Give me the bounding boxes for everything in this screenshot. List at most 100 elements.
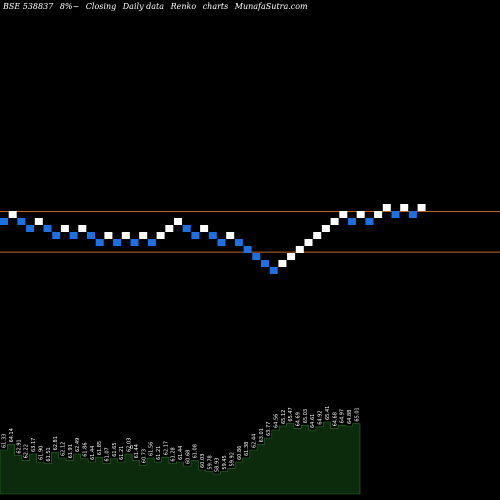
volume-price-label: 61.44 bbox=[90, 446, 96, 460]
renko-brick-down bbox=[52, 232, 61, 239]
volume-price-label: 58.93 bbox=[215, 458, 221, 472]
renko-brick-up bbox=[78, 225, 87, 232]
renko-brick-up bbox=[60, 225, 69, 232]
volume-price-label: 61.44 bbox=[134, 444, 140, 458]
volume-price-label: 61.38 bbox=[244, 442, 250, 456]
renko-brick-up bbox=[278, 260, 287, 267]
volume-price-label: 61.44 bbox=[178, 446, 184, 460]
renko-brick-down bbox=[182, 225, 191, 232]
renko-brick-up bbox=[226, 232, 235, 239]
renko-brick-up bbox=[374, 211, 383, 218]
renko-brick-down bbox=[261, 260, 269, 267]
renko-brick-up bbox=[287, 253, 296, 260]
volume-price-label: 60.68 bbox=[185, 450, 191, 464]
chart-header: BSE 538837 8%~ Closing Daily data Renko … bbox=[3, 2, 497, 11]
volume-price-label: 64.69 bbox=[296, 412, 302, 426]
volume-price-label: 61.90 bbox=[38, 446, 44, 460]
volume-price-label: 64.14 bbox=[9, 428, 15, 442]
renko-brick-down bbox=[269, 267, 278, 274]
volume-price-label: 65.41 bbox=[325, 406, 331, 420]
renko-brick-down bbox=[191, 232, 200, 239]
volume-price-label: 62.22 bbox=[24, 444, 30, 458]
volume-price-label: 65.12 bbox=[281, 410, 287, 424]
renko-brick-up bbox=[382, 204, 391, 211]
renko-brick-down bbox=[69, 232, 78, 239]
volume-price-label: 61.86 bbox=[83, 442, 89, 456]
renko-brick-up bbox=[417, 204, 426, 211]
volume-price-label: 62.17 bbox=[163, 441, 169, 455]
renko-brick-down bbox=[95, 239, 104, 246]
volume-price-label: 61.08 bbox=[193, 444, 199, 458]
renko-brick-up bbox=[313, 232, 322, 239]
renko-brick-down bbox=[234, 239, 243, 246]
header-daily-data: Daily data bbox=[122, 2, 165, 11]
renko-brick-up bbox=[321, 225, 330, 232]
renko-brick-down bbox=[217, 239, 226, 246]
header-closing: Closing bbox=[85, 2, 117, 11]
volume-price-label: 61.51 bbox=[46, 447, 52, 461]
renko-brick-up bbox=[165, 225, 174, 232]
renko-brick-down bbox=[87, 232, 95, 239]
volume-price-label: 59.92 bbox=[229, 452, 235, 466]
volume-price-label: 65.47 bbox=[288, 407, 294, 421]
volume-price-label: 65.03 bbox=[303, 409, 309, 423]
volume-price-label: 64.88 bbox=[347, 410, 353, 424]
volume-price-label: 59.45 bbox=[222, 455, 228, 469]
volume-price-label: 62.49 bbox=[75, 438, 81, 452]
renko-brick-up bbox=[330, 218, 339, 225]
renko-brick-up bbox=[8, 211, 17, 218]
renko-brick-down bbox=[391, 211, 400, 218]
renko-brick-down bbox=[26, 225, 35, 232]
header-site: MunafaSutra.com bbox=[234, 2, 308, 11]
renko-brick-up bbox=[304, 239, 313, 246]
volume-price-label: 61.33 bbox=[2, 434, 8, 448]
volume-price-label: 61.21 bbox=[156, 446, 162, 460]
renko-brick-down bbox=[130, 239, 139, 246]
volume-price-label: 65.01 bbox=[354, 407, 360, 421]
renko-brick-up bbox=[104, 232, 113, 239]
volume-price-label: 64.68 bbox=[332, 412, 338, 426]
volume-price-label: 61.21 bbox=[119, 446, 125, 460]
volume-price-label: 61.07 bbox=[105, 447, 111, 461]
volume-price-label: 64.61 bbox=[310, 414, 316, 428]
volume-fill bbox=[0, 421, 361, 495]
renko-brick-down bbox=[0, 218, 8, 225]
volume-price-label: 60.86 bbox=[237, 446, 243, 460]
volume-price-label: 63.17 bbox=[31, 438, 37, 452]
renko-brick-up bbox=[295, 246, 304, 253]
brick-series bbox=[0, 204, 426, 274]
renko-brick-up bbox=[400, 204, 409, 211]
renko-brick-down bbox=[17, 218, 26, 225]
renko-brick-down bbox=[408, 211, 417, 218]
renko-brick-up bbox=[139, 232, 148, 239]
volume-price-label: 63.01 bbox=[259, 428, 265, 442]
renko-brick-down bbox=[208, 232, 217, 239]
volume-price-label: 61.91 bbox=[68, 444, 74, 458]
volume-price-label: 62.03 bbox=[127, 438, 133, 452]
renko-brick-up bbox=[200, 225, 209, 232]
renko-brick-down bbox=[348, 218, 356, 225]
volume-price-label: 64.97 bbox=[340, 409, 346, 423]
renko-brick-up bbox=[174, 218, 182, 225]
header-name: 8%~ bbox=[59, 2, 80, 11]
volume-price-label: 62.44 bbox=[252, 434, 258, 448]
renko-brick-down bbox=[43, 225, 52, 232]
header-renko: Renko bbox=[170, 2, 197, 11]
volume-price-label: 61.85 bbox=[97, 441, 103, 455]
renko-brick-down bbox=[243, 246, 252, 253]
header-symbol: BSE 538837 bbox=[3, 2, 54, 11]
volume-price-label: 60.73 bbox=[141, 449, 147, 463]
volume-price-label: 64.92 bbox=[318, 410, 324, 424]
volume-marker: 0 bbox=[130, 445, 133, 451]
renko-brick-up bbox=[356, 211, 365, 218]
renko-brick-down bbox=[147, 239, 156, 246]
renko-brick-down bbox=[113, 239, 122, 246]
volume-price-label: 61.28 bbox=[171, 447, 177, 461]
volume-price-label: 64.56 bbox=[274, 414, 280, 428]
renko-brick-down bbox=[252, 253, 261, 260]
volume-price-label: 62.12 bbox=[60, 442, 66, 456]
volume-price-label: 60.03 bbox=[200, 454, 206, 468]
renko-brick-up bbox=[156, 232, 165, 239]
